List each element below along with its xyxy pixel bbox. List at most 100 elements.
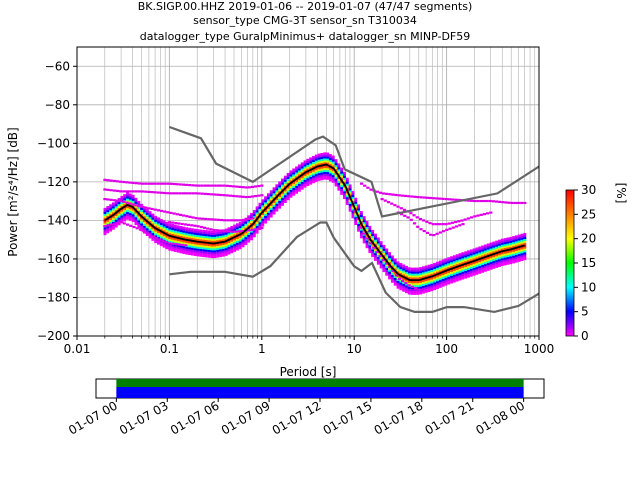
psd-cell: [281, 203, 284, 206]
psd-cell: [255, 208, 259, 211]
psd-cell: [421, 287, 425, 290]
psd-cell: [444, 273, 448, 276]
psd-cell: [458, 257, 462, 260]
psd-cell: [140, 203, 144, 207]
psd-outlier-cell: [128, 181, 132, 184]
psd-outlier-cell: [175, 213, 179, 216]
psd-cell: [300, 175, 304, 179]
psd-cell: [162, 235, 166, 239]
psd-cell: [185, 229, 189, 232]
psd-outlier-cell: [213, 193, 217, 196]
psd-cell: [452, 276, 456, 279]
psd-cell: [472, 261, 476, 265]
psd-cell: [114, 202, 118, 205]
psd-cell: [382, 254, 386, 257]
psd-cell: [233, 249, 237, 252]
psd-cell: [399, 282, 403, 285]
psd-outlier-cell: [119, 221, 123, 224]
psd-cell: [255, 223, 259, 226]
psd-cell: [117, 219, 121, 222]
psd-cell: [475, 272, 479, 275]
psd-cell: [176, 234, 180, 238]
psd-cell: [506, 247, 510, 250]
psd-cell: [134, 201, 138, 204]
psd-outlier-cell: [199, 225, 203, 229]
psd-cell: [517, 257, 521, 260]
psd-cell: [309, 182, 313, 185]
psd-cell: [410, 267, 414, 270]
psd-cell: [109, 227, 113, 230]
psd-cell: [506, 243, 510, 246]
psd-outlier-cell: [438, 197, 442, 200]
psd-cell: [357, 221, 361, 224]
psd-cell: [233, 243, 237, 247]
psd-cell: [145, 233, 149, 237]
psd-cell: [312, 165, 315, 168]
psd-cell: [182, 236, 186, 239]
psd-outlier-cell: [169, 192, 173, 195]
psd-cell: [238, 237, 242, 240]
y-tick-label: −180: [37, 290, 70, 304]
psd-outlier-cell: [520, 201, 524, 205]
psd-cell: [334, 162, 338, 166]
psd-outlier-cell: [106, 224, 110, 227]
psd-cell: [427, 287, 431, 291]
psd-cell: [261, 205, 265, 208]
psd-outlier-cell: [432, 197, 436, 200]
psd-cell: [297, 187, 301, 190]
psd-cell: [399, 286, 403, 289]
psd-cell: [523, 234, 527, 238]
psd-cell: [151, 221, 155, 224]
psd-outlier-cell: [447, 222, 451, 225]
psd-cell: [441, 278, 445, 281]
psd-cell: [399, 284, 403, 287]
psd-cell: [306, 168, 310, 171]
psd-outlier-cell: [251, 217, 255, 220]
psd-cell: [179, 241, 183, 244]
psd-cell: [221, 235, 225, 238]
psd-cell: [472, 252, 476, 255]
psd-cell: [176, 246, 180, 249]
psd-cell: [204, 249, 208, 252]
psd-cell: [235, 236, 239, 239]
psd-cell: [348, 184, 352, 187]
psd-cell: [314, 179, 318, 182]
psd-outlier-cell: [466, 199, 470, 202]
psd-cell: [140, 207, 144, 210]
psd-cell: [498, 245, 501, 248]
psd-cell: [106, 206, 110, 209]
psd-cell: [103, 213, 107, 216]
psd-cell: [269, 197, 273, 201]
psd-cell: [126, 217, 129, 220]
psd-cell: [134, 217, 138, 220]
psd-outlier-cell: [241, 229, 245, 233]
psd-cell: [134, 222, 138, 226]
psd-cell: [128, 197, 132, 200]
psd-cell: [199, 252, 203, 255]
psd-cell: [196, 238, 200, 242]
psd-cell: [213, 244, 217, 247]
psd-cell: [416, 267, 420, 270]
psd-outlier-cell: [454, 225, 459, 228]
psd-cell: [137, 222, 141, 225]
psd-outlier-cell: [391, 269, 395, 273]
psd-cell: [238, 227, 242, 230]
psd-cell: [376, 256, 380, 259]
psd-cell: [140, 223, 144, 226]
psd-outlier-cell: [206, 193, 211, 196]
psd-cell: [312, 177, 315, 180]
psd-cell: [337, 171, 341, 174]
psd-cell: [390, 280, 394, 283]
psd-cell: [433, 272, 437, 275]
psd-cell: [328, 163, 332, 166]
psd-cell: [190, 243, 194, 246]
psd-outlier-cell: [383, 199, 387, 202]
psd-cell: [371, 233, 375, 236]
psd-cell: [230, 250, 234, 254]
psd-cell: [162, 226, 166, 229]
psd-outlier-cell: [494, 200, 499, 203]
psd-cell: [323, 160, 327, 163]
psd-cell: [145, 227, 149, 231]
psd-outlier-cell: [253, 228, 258, 231]
psd-cell: [295, 183, 299, 186]
